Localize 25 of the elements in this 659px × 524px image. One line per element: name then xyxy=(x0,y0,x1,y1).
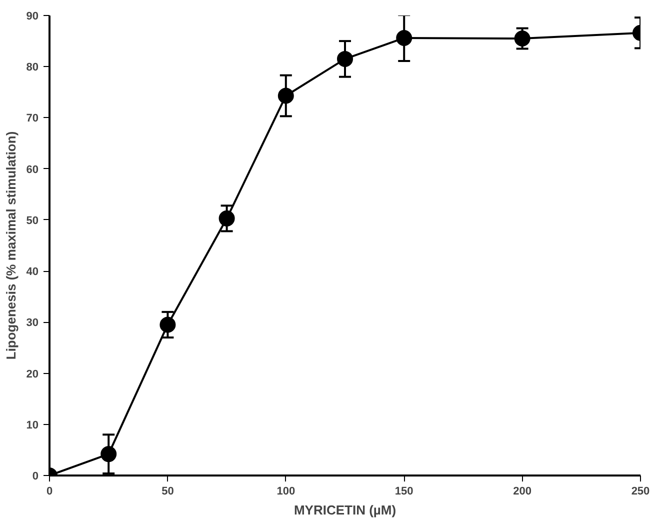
y-tick-label: 80 xyxy=(26,62,39,74)
y-tick-label: 10 xyxy=(26,419,39,432)
x-tick-label: 100 xyxy=(276,486,296,498)
y-tick-label: 60 xyxy=(26,164,39,176)
x-tick-label: 50 xyxy=(162,486,174,498)
y-tick-label: 20 xyxy=(26,368,39,380)
y-tick-label: 50 xyxy=(26,214,39,227)
y-tick-label: 0 xyxy=(32,470,39,482)
x-tick-label: 0 xyxy=(46,486,53,498)
point xyxy=(396,30,412,46)
point xyxy=(100,446,117,462)
point xyxy=(218,210,235,226)
y-tick-label: 30 xyxy=(26,317,39,330)
y-axis-title: Lipogenesis (% maximal stimulation) xyxy=(3,131,18,360)
point xyxy=(337,50,353,67)
x-tick-label: 150 xyxy=(394,486,414,498)
x-tick-label: 250 xyxy=(631,486,650,498)
point xyxy=(160,316,176,333)
y-tick-label: 40 xyxy=(26,266,39,278)
point xyxy=(278,88,294,104)
y-tick-label: 90 xyxy=(26,10,39,22)
x-axis-title: MYRICETIN (µM) xyxy=(294,502,396,518)
point xyxy=(514,30,530,46)
x-tick-label: 200 xyxy=(513,486,532,498)
y-tick-label: 70 xyxy=(26,112,39,125)
